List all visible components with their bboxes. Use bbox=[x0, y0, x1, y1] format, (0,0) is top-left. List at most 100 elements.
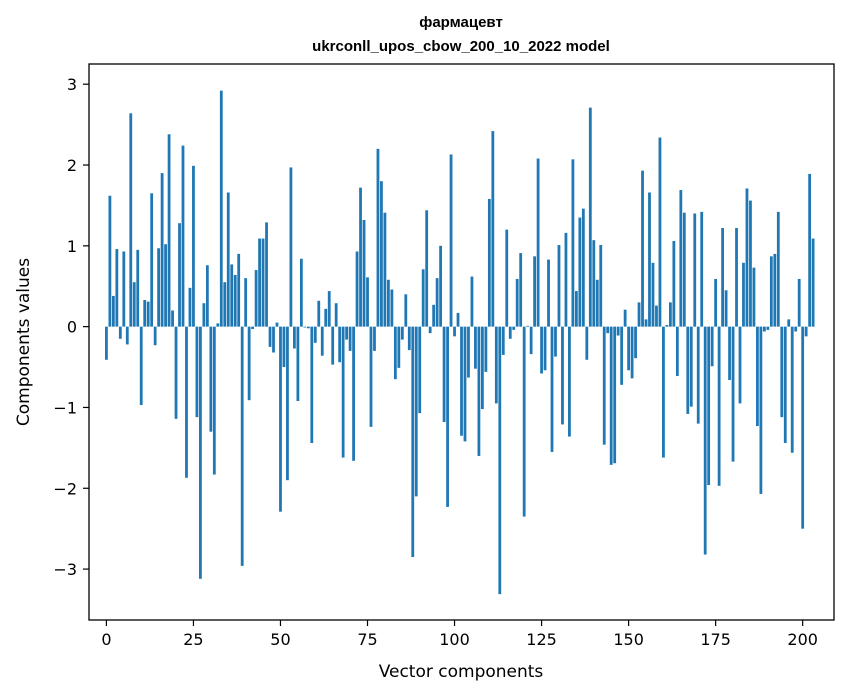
bar-155 bbox=[644, 319, 648, 327]
bar-106 bbox=[474, 326, 477, 369]
bar-44 bbox=[258, 238, 261, 327]
bar-109 bbox=[484, 326, 488, 372]
y-tick-label: 2 bbox=[67, 156, 77, 175]
bar-199 bbox=[797, 278, 801, 327]
bar-76 bbox=[369, 326, 373, 427]
bar-31 bbox=[212, 326, 216, 475]
bar-189 bbox=[762, 326, 766, 332]
bar-52 bbox=[286, 326, 289, 481]
bar-162 bbox=[668, 302, 672, 327]
bar-102 bbox=[460, 326, 463, 436]
bar-154 bbox=[641, 170, 644, 327]
bar-188 bbox=[759, 326, 763, 494]
bar-171 bbox=[700, 211, 704, 327]
bar-79 bbox=[380, 181, 383, 327]
bar-55 bbox=[296, 326, 300, 401]
y-tick-label: 3 bbox=[67, 75, 77, 94]
bar-156 bbox=[648, 192, 651, 327]
bar-187 bbox=[756, 326, 759, 427]
bar-13 bbox=[150, 193, 154, 327]
bar-186 bbox=[752, 267, 756, 327]
x-tick-label: 150 bbox=[613, 630, 644, 649]
bar-60 bbox=[313, 326, 317, 343]
bar-5 bbox=[122, 251, 126, 327]
x-tick-label: 200 bbox=[787, 630, 818, 649]
bar-175 bbox=[714, 278, 718, 327]
bar-192 bbox=[773, 253, 777, 327]
bar-101 bbox=[456, 312, 460, 327]
bar-200 bbox=[801, 326, 805, 529]
bar-121 bbox=[526, 325, 530, 327]
bar-18 bbox=[167, 134, 171, 327]
bar-41 bbox=[247, 326, 251, 401]
bar-84 bbox=[397, 326, 401, 368]
bar-65 bbox=[331, 326, 335, 365]
bar-40 bbox=[244, 278, 248, 327]
bar-152 bbox=[634, 326, 637, 359]
bar-54 bbox=[293, 326, 296, 349]
bar-120 bbox=[522, 326, 526, 517]
bar-11 bbox=[143, 299, 147, 327]
bar-71 bbox=[352, 326, 355, 461]
bar-74 bbox=[362, 219, 366, 327]
x-tick-label: 100 bbox=[439, 630, 470, 649]
bar-169 bbox=[693, 213, 697, 327]
bar-88 bbox=[411, 326, 415, 557]
bar-77 bbox=[373, 326, 376, 351]
y-axis-label: Components values bbox=[14, 258, 34, 426]
bar-12 bbox=[146, 301, 150, 327]
bar-166 bbox=[682, 212, 686, 327]
bar-134 bbox=[571, 159, 575, 327]
bar-3 bbox=[115, 249, 119, 327]
bar-97 bbox=[442, 326, 446, 423]
bar-115 bbox=[505, 229, 509, 327]
bar-56 bbox=[299, 258, 303, 327]
bar-103 bbox=[463, 326, 467, 442]
x-axis-ticks: 0 25 50 75 100 125 150 175 200 bbox=[101, 620, 818, 649]
bar-108 bbox=[481, 326, 484, 410]
bar-127 bbox=[547, 259, 550, 327]
bar-194 bbox=[780, 326, 784, 418]
bar-100 bbox=[453, 326, 456, 337]
bar-137 bbox=[581, 208, 585, 327]
bar-170 bbox=[696, 326, 700, 424]
bar-21 bbox=[178, 223, 181, 327]
bar-196 bbox=[787, 319, 791, 327]
bar-163 bbox=[672, 240, 676, 327]
bar-113 bbox=[498, 326, 502, 595]
bar-203 bbox=[811, 238, 815, 327]
bar-39 bbox=[240, 326, 244, 566]
bar-43 bbox=[254, 270, 258, 327]
bar-73 bbox=[359, 187, 362, 327]
bar-86 bbox=[404, 294, 408, 327]
y-tick-label: −2 bbox=[53, 479, 77, 498]
bar-159 bbox=[658, 137, 662, 327]
bar-47 bbox=[268, 326, 272, 347]
bar-42 bbox=[251, 326, 255, 330]
bar-2 bbox=[111, 295, 115, 327]
bar-62 bbox=[320, 326, 324, 356]
bar-180 bbox=[731, 326, 735, 462]
bar-6 bbox=[125, 326, 129, 345]
bar-36 bbox=[230, 264, 234, 327]
bar-28 bbox=[202, 303, 206, 327]
bar-130 bbox=[557, 245, 561, 327]
bar-9 bbox=[136, 249, 140, 327]
bar-202 bbox=[808, 173, 812, 327]
bar-173 bbox=[707, 326, 711, 486]
bar-58 bbox=[306, 326, 310, 329]
bar-110 bbox=[487, 198, 491, 327]
x-tick-label: 125 bbox=[526, 630, 557, 649]
bar-91 bbox=[421, 269, 425, 327]
bar-29 bbox=[205, 265, 209, 327]
bar-17 bbox=[164, 244, 167, 327]
bar-94 bbox=[432, 304, 436, 327]
bar-92 bbox=[425, 210, 429, 327]
bar-90 bbox=[418, 326, 422, 414]
bar-139 bbox=[588, 107, 592, 327]
bar-61 bbox=[317, 300, 321, 327]
bar-111 bbox=[491, 131, 495, 327]
bar-160 bbox=[662, 326, 665, 458]
x-tick-label: 0 bbox=[101, 630, 111, 649]
bar-30 bbox=[209, 326, 213, 432]
